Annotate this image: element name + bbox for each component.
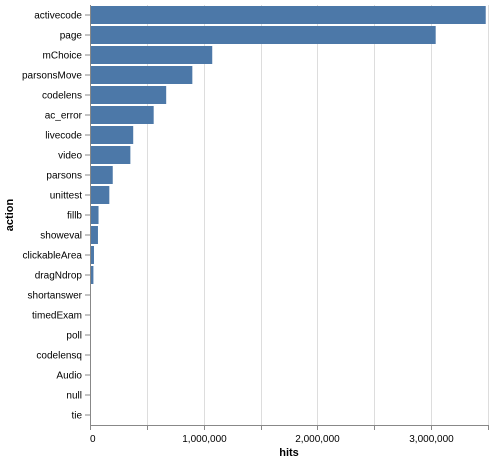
tick-labels: 0 1,000,000 2,000,000 3,000,000 activecode pa…	[22, 11, 454, 446]
x-tick-label: 1,000,000	[182, 434, 227, 445]
y-tick-label: livecode	[45, 131, 82, 142]
y-tick-label: parsonsMove	[22, 71, 82, 82]
y-tick-label: video	[58, 151, 82, 162]
y-tick-label: tie	[71, 411, 82, 422]
bar-codelens	[90, 86, 167, 104]
x-tick-label: 0	[90, 434, 96, 445]
y-tick-label: unittest	[50, 191, 82, 202]
y-tick-label: dragNdrop	[35, 271, 83, 282]
bars	[90, 6, 486, 424]
bar-livecode	[90, 126, 134, 144]
y-tick-label: poll	[66, 331, 82, 342]
y-tick-label: activecode	[34, 11, 82, 22]
bar-parsonsmove	[90, 66, 193, 84]
bar-clickablearea	[90, 246, 94, 264]
bar-unittest	[90, 186, 110, 204]
y-tick-label: page	[60, 31, 83, 42]
y-tick-label: clickableArea	[23, 251, 83, 262]
y-tick-label: parsons	[46, 171, 82, 182]
bar-activecode	[90, 6, 486, 24]
y-tick-label: codelensq	[36, 351, 82, 362]
bar-showeval	[90, 226, 98, 244]
bar-dragndrop	[90, 266, 94, 284]
y-tick-label: null	[66, 391, 82, 402]
y-tick-label: Audio	[56, 371, 82, 382]
axes	[85, 5, 489, 430]
bar-video	[90, 146, 131, 164]
bar-mchoice	[90, 46, 213, 64]
y-tick-label: showeval	[40, 231, 82, 242]
y-tick-label: mChoice	[43, 51, 83, 62]
bar-parsons	[90, 166, 113, 184]
y-tick-label: codelens	[42, 91, 82, 102]
bar-ac_error	[90, 106, 154, 124]
x-tick-label: 3,000,000	[409, 434, 454, 445]
y-tick-label: ac_error	[45, 111, 83, 122]
x-axis-title: hits	[279, 447, 299, 459]
y-axis-title: action	[4, 199, 16, 232]
x-tick-label: 2,000,000	[295, 434, 340, 445]
y-tick-label: fillb	[67, 211, 82, 222]
bar-fillb	[90, 206, 99, 224]
y-tick-label: timedExam	[32, 311, 82, 322]
bar-page	[90, 26, 436, 44]
y-tick-label: shortanswer	[28, 291, 83, 302]
